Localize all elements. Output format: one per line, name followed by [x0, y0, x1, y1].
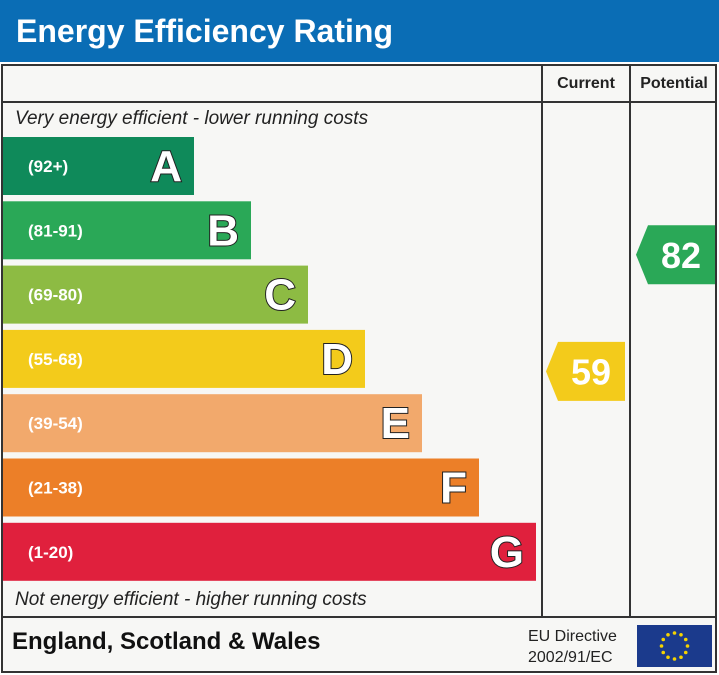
page-title: Energy Efficiency Rating — [0, 0, 719, 62]
current-column-header: Current — [557, 75, 615, 92]
flag-star — [679, 632, 683, 637]
band-range-d: (55-68) — [28, 350, 83, 369]
divider — [1, 616, 717, 618]
band-range-e: (39-54) — [28, 414, 83, 433]
band-range-a: (92+) — [28, 157, 68, 176]
directive-line-2: 2002/91/EC — [528, 649, 613, 666]
band-letter-g: G — [490, 528, 524, 577]
band-bar-g — [3, 522, 536, 581]
region-label: England, Scotland & Wales — [12, 628, 321, 655]
band-bar-d — [3, 329, 365, 388]
band-letter-d: D — [321, 335, 353, 384]
potential-rating-value: 82 — [661, 235, 701, 276]
flag-star — [661, 637, 666, 642]
band-range-b: (81-91) — [28, 221, 83, 240]
flag-star — [666, 655, 670, 660]
flag-star — [672, 631, 677, 635]
flag-star — [661, 650, 666, 655]
band-range-f: (21-38) — [28, 479, 83, 498]
divider — [541, 64, 543, 617]
eu-directive: EU Directive 2002/91/EC — [528, 626, 617, 668]
band-letter-e: E — [381, 399, 410, 448]
flag-star — [685, 644, 690, 648]
current-rating-value: 59 — [571, 351, 611, 392]
flag-star — [683, 650, 688, 655]
potential-rating-arrow — [636, 225, 715, 285]
flag-star — [672, 657, 677, 661]
band-range-c: (69-80) — [28, 286, 83, 305]
band-letter-b: B — [207, 206, 239, 255]
band-letter-c: C — [264, 271, 296, 320]
divider — [629, 64, 631, 617]
band-bar-b — [3, 201, 251, 260]
top-note: Very energy efficient - lower running co… — [15, 108, 369, 129]
band-bar-f — [3, 458, 479, 517]
band-bar-e — [3, 394, 422, 453]
band-bar-c — [3, 265, 308, 324]
band-bar-a — [3, 137, 194, 195]
potential-column-header: Potential — [640, 75, 708, 92]
flag-star — [666, 632, 670, 637]
band-range-g: (1-20) — [28, 543, 73, 562]
current-rating-arrow — [546, 341, 625, 401]
flag-star — [683, 637, 688, 642]
divider — [1, 101, 717, 103]
flag-star — [659, 644, 664, 648]
eu-flag-icon — [637, 625, 712, 667]
band-letter-f: F — [440, 464, 467, 513]
directive-line-1: EU Directive — [528, 628, 617, 645]
bottom-note: Not energy efficient - higher running co… — [15, 589, 367, 610]
band-letter-a: A — [150, 142, 182, 191]
flag-star — [679, 655, 683, 660]
